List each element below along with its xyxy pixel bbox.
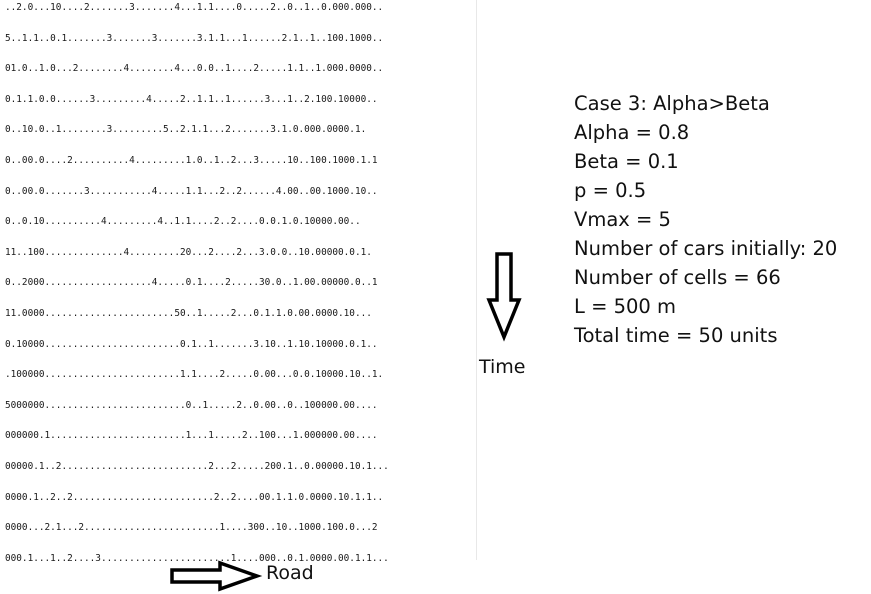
simulation-row: 0..00.0....2..........4.........1.0..1..… bbox=[5, 155, 378, 166]
simulation-row: 000000.1........................1...1...… bbox=[5, 430, 378, 442]
simulation-row: 0.1.1.0.0......3.........4.....2..1.1..1… bbox=[5, 93, 378, 105]
simulation-row: 01.0..1.0...2........4........4...0.0..1… bbox=[5, 63, 384, 75]
simulation-row: 0000...2.1...2........................1.… bbox=[5, 522, 378, 534]
simulation-row: 000.1...1..2....3.......................… bbox=[5, 552, 389, 564]
simulation-row: 0.10000........................0.1..1...… bbox=[5, 338, 378, 350]
case-title: Case 3: Alpha>Beta bbox=[574, 92, 770, 115]
total-time-value: Total time = 50 units bbox=[574, 324, 778, 347]
road-axis-label: Road bbox=[266, 562, 314, 584]
simulation-row: 0..00.0.......3...........4.....1.1...2.… bbox=[5, 185, 378, 197]
p-value: p = 0.5 bbox=[574, 179, 647, 202]
arrow-down-icon bbox=[486, 252, 522, 342]
road-length-value: L = 500 m bbox=[574, 295, 677, 318]
simulation-row: 11.0000.......................50..1.....… bbox=[5, 308, 372, 319]
simulation-row: 11..100..............4.........20...2...… bbox=[5, 246, 372, 258]
parameter-list: Case 3: Alpha>Beta Alpha = 0.8 Beta = 0.… bbox=[574, 89, 837, 350]
simulation-row: 0..10.0..1........3.........5..2.1.1...2… bbox=[5, 124, 367, 136]
simulation-row: 5000000.........................0..1....… bbox=[5, 399, 378, 411]
simulation-row: 0..2000...................4.....0.1....2… bbox=[5, 277, 378, 289]
simulation-row: .100000........................1.1....2.… bbox=[5, 369, 384, 381]
arrow-right-icon bbox=[170, 560, 263, 592]
simulation-row: 0000.1..2..2.........................2..… bbox=[5, 491, 384, 503]
simulation-row: ..2.0...10....2.......3.......4...1.1...… bbox=[5, 2, 384, 13]
simulation-row: 0..0.10..........4.........4..1.1....2..… bbox=[5, 216, 361, 228]
simulation-row: 00000.1..2..........................2...… bbox=[5, 461, 389, 472]
time-axis-label: Time bbox=[479, 356, 526, 378]
vmax-value: Vmax = 5 bbox=[574, 208, 671, 231]
beta-value: Beta = 0.1 bbox=[574, 150, 679, 173]
simulation-row: 5..1.1..0.1.......3.......3.......3.1.1.… bbox=[5, 32, 384, 44]
initial-cars-value: Number of cars initially: 20 bbox=[574, 237, 838, 260]
cell-count-value: Number of cells = 66 bbox=[574, 266, 781, 289]
alpha-value: Alpha = 0.8 bbox=[574, 121, 690, 144]
simulation-output-panel: ..2.0...10....2.......3.......4...1.1...… bbox=[5, 0, 477, 564]
